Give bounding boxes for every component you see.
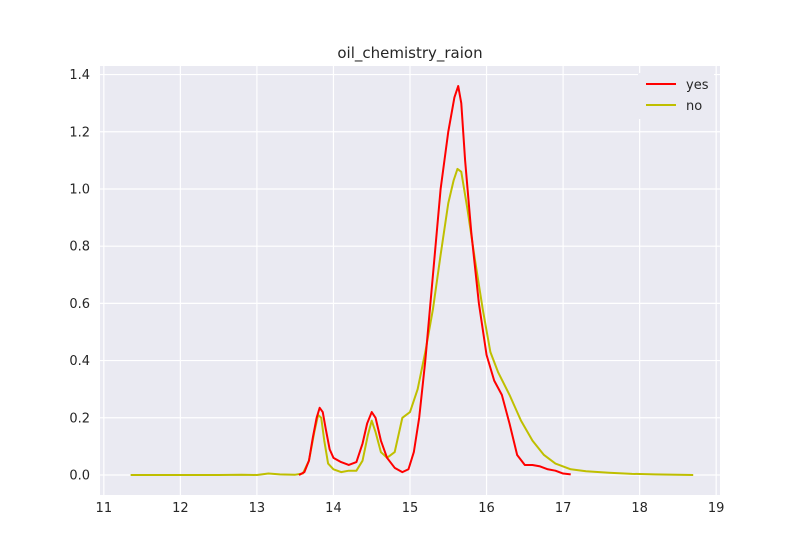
y-tick-label: 0.8: [69, 240, 90, 255]
y-tick-label: 0.6: [69, 297, 90, 312]
x-tick-label: 11: [96, 501, 113, 516]
x-tick-label: 12: [172, 501, 189, 516]
grid-lines: [100, 66, 720, 495]
y-tick-label: 0.0: [69, 468, 90, 483]
series-lines: [130, 85, 694, 476]
y-tick-label: 0.4: [69, 354, 90, 369]
x-axis-ticks: 11 12 13 14 15 16 17 18 19: [96, 501, 725, 516]
y-tick-label: 1.0: [69, 182, 90, 197]
x-tick-label: 17: [555, 501, 572, 516]
y-axis-ticks: 0.0 0.2 0.4 0.6 0.8 1.0 1.2 1.4: [69, 68, 90, 483]
legend: yes no: [638, 73, 714, 119]
y-tick-label: 0.2: [69, 411, 90, 426]
legend-box: [638, 73, 714, 119]
y-tick-label: 1.2: [69, 125, 90, 140]
x-tick-label: 19: [708, 501, 725, 516]
chart-title: oil_chemistry_raion: [337, 44, 482, 63]
legend-label-no: no: [686, 99, 702, 114]
y-tick-label: 1.4: [69, 68, 90, 83]
x-tick-label: 18: [631, 501, 648, 516]
x-tick-label: 13: [249, 501, 266, 516]
x-tick-label: 16: [478, 501, 495, 516]
legend-label-yes: yes: [686, 78, 709, 93]
series-line-yes: [298, 85, 571, 476]
x-tick-label: 15: [402, 501, 419, 516]
x-tick-label: 14: [325, 501, 342, 516]
